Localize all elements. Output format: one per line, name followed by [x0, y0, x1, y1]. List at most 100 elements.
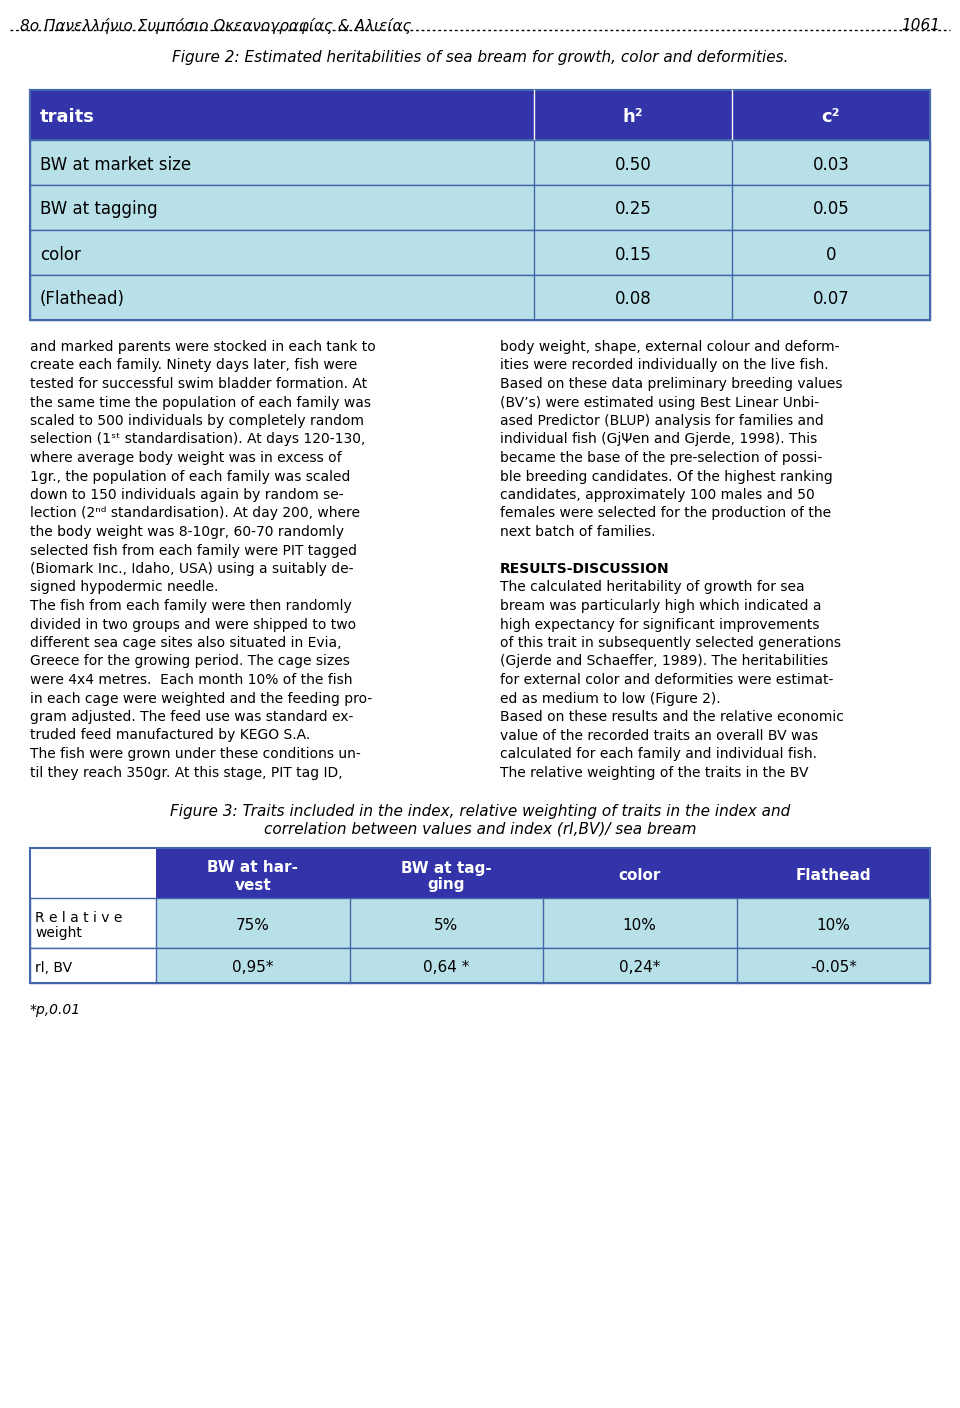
Text: bream was particularly high which indicated a: bream was particularly high which indica… — [500, 598, 822, 612]
FancyBboxPatch shape — [30, 848, 156, 898]
Text: 0,64 *: 0,64 * — [423, 960, 469, 974]
FancyBboxPatch shape — [30, 898, 156, 948]
Text: (Gjerde and Schaeffer, 1989). The heritabilities: (Gjerde and Schaeffer, 1989). The herita… — [500, 655, 828, 669]
Text: became the base of the pre-selection of possi-: became the base of the pre-selection of … — [500, 451, 823, 465]
Text: 0: 0 — [826, 245, 836, 263]
FancyBboxPatch shape — [156, 898, 349, 948]
FancyBboxPatch shape — [349, 948, 543, 983]
Text: tested for successful swim bladder formation. At: tested for successful swim bladder forma… — [30, 377, 367, 391]
FancyBboxPatch shape — [30, 184, 534, 230]
Text: rl, BV: rl, BV — [35, 960, 72, 974]
FancyBboxPatch shape — [30, 948, 156, 983]
Text: 10%: 10% — [623, 918, 657, 932]
Text: body weight, shape, external colour and deform-: body weight, shape, external colour and … — [500, 339, 839, 353]
Text: 0.07: 0.07 — [812, 290, 850, 308]
Text: -0.05*: -0.05* — [810, 960, 856, 974]
Text: Figure 3: Traits included in the index, relative weighting of traits in the inde: Figure 3: Traits included in the index, … — [170, 804, 790, 819]
Text: 1gr., the population of each family was scaled: 1gr., the population of each family was … — [30, 469, 350, 483]
Text: create each family. Ninety days later, fish were: create each family. Ninety days later, f… — [30, 359, 357, 373]
FancyBboxPatch shape — [30, 230, 534, 275]
Text: 1061: 1061 — [901, 18, 940, 32]
Text: Greece for the growing period. The cage sizes: Greece for the growing period. The cage … — [30, 655, 349, 669]
Text: Based on these data preliminary breeding values: Based on these data preliminary breeding… — [500, 377, 843, 391]
Text: (Flathead): (Flathead) — [40, 290, 125, 308]
Text: 0.08: 0.08 — [614, 290, 652, 308]
Text: 75%: 75% — [236, 918, 270, 932]
Text: truded feed manufactured by KEGO S.A.: truded feed manufactured by KEGO S.A. — [30, 728, 310, 742]
Text: R e l a t i v e: R e l a t i v e — [35, 911, 122, 925]
FancyBboxPatch shape — [349, 848, 543, 898]
Text: divided in two groups and were shipped to two: divided in two groups and were shipped t… — [30, 618, 356, 632]
Text: signed hypodermic needle.: signed hypodermic needle. — [30, 580, 218, 594]
Text: correlation between values and index (rI,BV)/ sea bream: correlation between values and index (rI… — [264, 822, 696, 836]
Text: ities were recorded individually on the live fish.: ities were recorded individually on the … — [500, 359, 828, 373]
Text: the body weight was 8-10gr, 60-70 randomly: the body weight was 8-10gr, 60-70 random… — [30, 525, 344, 539]
FancyBboxPatch shape — [349, 898, 543, 948]
FancyBboxPatch shape — [30, 90, 534, 139]
Text: individual fish (GjΨen and Gjerde, 1998). This: individual fish (GjΨen and Gjerde, 1998)… — [500, 432, 817, 446]
Text: Flathead: Flathead — [796, 867, 871, 883]
FancyBboxPatch shape — [543, 948, 736, 983]
FancyBboxPatch shape — [534, 184, 732, 230]
FancyBboxPatch shape — [543, 848, 736, 898]
FancyBboxPatch shape — [156, 848, 349, 898]
Text: selected fish from each family were PIT tagged: selected fish from each family were PIT … — [30, 543, 357, 558]
Text: calculated for each family and individual fish.: calculated for each family and individua… — [500, 748, 817, 760]
Text: Based on these results and the relative economic: Based on these results and the relative … — [500, 710, 844, 724]
Text: of this trait in subsequently selected generations: of this trait in subsequently selected g… — [500, 636, 841, 650]
Text: The calculated heritability of growth for sea: The calculated heritability of growth fo… — [500, 580, 804, 594]
FancyBboxPatch shape — [156, 948, 349, 983]
FancyBboxPatch shape — [736, 948, 930, 983]
Text: til they reach 350gr. At this stage, PIT tag ID,: til they reach 350gr. At this stage, PIT… — [30, 766, 343, 780]
FancyBboxPatch shape — [534, 139, 732, 184]
Text: 8o Πανελλήνιο Συμπόσιο Ωκεανογραφίας & Αλιείας: 8o Πανελλήνιο Συμπόσιο Ωκεανογραφίας & Α… — [20, 18, 412, 34]
Text: down to 150 individuals again by random se-: down to 150 individuals again by random … — [30, 489, 344, 503]
FancyBboxPatch shape — [30, 275, 534, 320]
Text: 0.50: 0.50 — [614, 155, 652, 173]
Text: 0.15: 0.15 — [614, 245, 652, 263]
Text: 0.25: 0.25 — [614, 200, 652, 218]
Text: different sea cage sites also situated in Evia,: different sea cage sites also situated i… — [30, 636, 342, 650]
Text: vest: vest — [234, 877, 271, 893]
Text: the same time the population of each family was: the same time the population of each fam… — [30, 396, 371, 410]
FancyBboxPatch shape — [732, 139, 930, 184]
Text: 10%: 10% — [816, 918, 851, 932]
FancyBboxPatch shape — [534, 230, 732, 275]
Text: were 4x4 metres.  Each month 10% of the fish: were 4x4 metres. Each month 10% of the f… — [30, 673, 352, 687]
Text: scaled to 500 individuals by completely random: scaled to 500 individuals by completely … — [30, 414, 364, 428]
Text: selection (1ˢᵗ standardisation). At days 120-130,: selection (1ˢᵗ standardisation). At days… — [30, 432, 366, 446]
FancyBboxPatch shape — [732, 230, 930, 275]
Text: RESULTS-DISCUSSION: RESULTS-DISCUSSION — [500, 562, 670, 576]
FancyBboxPatch shape — [534, 275, 732, 320]
Text: (BV’s) were estimated using Best Linear Unbi-: (BV’s) were estimated using Best Linear … — [500, 396, 819, 410]
Text: gram adjusted. The feed use was standard ex-: gram adjusted. The feed use was standard… — [30, 710, 353, 724]
Text: traits: traits — [40, 108, 95, 125]
Text: 0.05: 0.05 — [812, 200, 850, 218]
Text: color: color — [618, 867, 660, 883]
Text: lection (2ⁿᵈ standardisation). At day 200, where: lection (2ⁿᵈ standardisation). At day 20… — [30, 507, 360, 521]
Text: value of the recorded traits an overall BV was: value of the recorded traits an overall … — [500, 728, 818, 742]
Text: 5%: 5% — [434, 918, 458, 932]
Text: next batch of families.: next batch of families. — [500, 525, 656, 539]
Text: ble breeding candidates. Of the highest ranking: ble breeding candidates. Of the highest … — [500, 469, 832, 483]
Text: high expectancy for significant improvements: high expectancy for significant improvem… — [500, 618, 820, 632]
Text: where average body weight was in excess of: where average body weight was in excess … — [30, 451, 342, 465]
Text: The fish were grown under these conditions un-: The fish were grown under these conditio… — [30, 748, 361, 760]
FancyBboxPatch shape — [732, 90, 930, 139]
Text: BW at market size: BW at market size — [40, 155, 191, 173]
Text: females were selected for the production of the: females were selected for the production… — [500, 507, 831, 521]
Text: 0.03: 0.03 — [812, 155, 850, 173]
Text: The fish from each family were then randomly: The fish from each family were then rand… — [30, 598, 351, 612]
Text: candidates, approximately 100 males and 50: candidates, approximately 100 males and … — [500, 489, 815, 503]
Text: *p,0.01: *p,0.01 — [30, 1002, 82, 1017]
FancyBboxPatch shape — [543, 898, 736, 948]
Text: h²: h² — [623, 108, 643, 125]
FancyBboxPatch shape — [732, 275, 930, 320]
Text: BW at tagging: BW at tagging — [40, 200, 157, 218]
Text: 0,24*: 0,24* — [619, 960, 660, 974]
Text: and marked parents were stocked in each tank to: and marked parents were stocked in each … — [30, 339, 375, 353]
Text: ging: ging — [427, 877, 465, 893]
Text: The relative weighting of the traits in the BV: The relative weighting of the traits in … — [500, 766, 808, 780]
Text: ased Predictor (BLUP) analysis for families and: ased Predictor (BLUP) analysis for famil… — [500, 414, 824, 428]
Text: Figure 2: Estimated heritabilities of sea bream for growth, color and deformitie: Figure 2: Estimated heritabilities of se… — [172, 51, 788, 65]
